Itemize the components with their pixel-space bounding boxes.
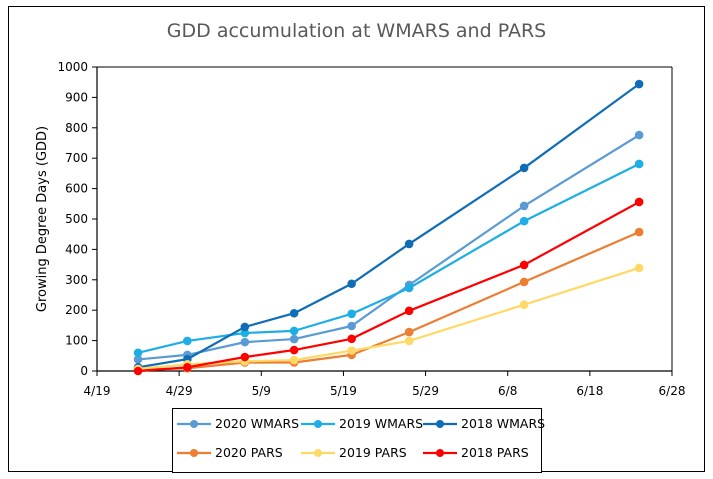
x-tick-label: 4/19 (84, 384, 111, 398)
data-point (347, 334, 356, 344)
y-tick-label: 800 (65, 121, 88, 135)
y-tick-label: 400 (65, 242, 88, 256)
series-2018-pars (133, 197, 644, 376)
legend-marker-icon (423, 419, 457, 428)
legend-item: 2018 WMARS (423, 416, 545, 431)
data-point (289, 326, 299, 336)
x-tick-label: 6/8 (498, 384, 517, 398)
data-point (347, 321, 356, 331)
axes: 0 100 200 300 400 500 600 700 800 900 1000 4/19 4/29… (57, 60, 685, 398)
data-point (404, 336, 414, 346)
y-tick-label: 1000 (57, 60, 88, 74)
data-point (289, 345, 299, 355)
series-2019-pars (133, 263, 644, 374)
series-line (137, 134, 640, 361)
data-point (634, 130, 644, 140)
series-2020-wmars (133, 130, 644, 364)
data-point (404, 306, 414, 316)
data-point (519, 216, 529, 226)
legend-label: 2018 PARS (461, 445, 529, 460)
legend-label: 2020 PARS (215, 445, 283, 460)
series-line (138, 231, 640, 371)
data-point (519, 163, 529, 173)
data-point (634, 263, 644, 273)
legend-marker-icon (301, 419, 335, 428)
legend-marker-icon (423, 448, 457, 457)
data-point (404, 327, 414, 337)
series-line (137, 201, 640, 373)
legend-dot (314, 419, 322, 428)
y-tick-label: 500 (65, 212, 88, 226)
data-point (634, 159, 644, 169)
data-point (404, 239, 414, 249)
legend-marker-icon (301, 448, 335, 457)
legend-label: 2018 WMARS (461, 416, 546, 431)
data-point (404, 283, 414, 293)
legend-label: 2019 PARS (339, 445, 407, 460)
legend-item: 2018 PARS (423, 445, 529, 460)
series-layer (133, 79, 644, 376)
x-tick-label: 6/28 (659, 384, 686, 398)
data-point (347, 309, 356, 319)
data-point (183, 363, 192, 372)
data-point (183, 336, 192, 346)
data-point (347, 279, 356, 289)
legend-dot (436, 448, 444, 457)
legend-marker-icon (177, 419, 211, 428)
data-point (133, 366, 143, 376)
series-line (137, 266, 640, 370)
legend-dot (190, 419, 198, 428)
legend-label: 2020 WMARS (215, 416, 300, 431)
x-tick-label: 4/29 (166, 384, 193, 398)
legend-item: 2019 PARS (301, 445, 407, 460)
legend-label: 2019 WMARS (339, 416, 424, 431)
legend-item: 2020 PARS (177, 445, 283, 460)
data-point (634, 197, 644, 207)
y-tick-label: 900 (65, 90, 88, 104)
series-line (137, 162, 640, 354)
series-2019-wmars (133, 159, 644, 358)
y-tick-label: 300 (65, 273, 88, 287)
legend-dot (314, 448, 322, 457)
data-point (240, 322, 250, 332)
data-point (133, 348, 143, 358)
y-tick-label: 200 (65, 303, 88, 317)
data-point (519, 300, 529, 310)
y-axis-title: Growing Degree Days (GDD) (35, 126, 50, 312)
data-point (634, 79, 644, 89)
data-point (240, 328, 250, 338)
data-point (289, 308, 299, 318)
x-tick-label: 5/29 (412, 384, 439, 398)
legend-dot (190, 448, 198, 457)
y-tick-label: 600 (65, 182, 88, 196)
data-point (289, 334, 299, 344)
legend: 2020 WMARS 2019 WMARS 2018 WMARS 2020 PARS 2… (172, 408, 545, 473)
data-point (519, 277, 529, 287)
series-2018-wmars (133, 79, 644, 372)
data-point (519, 201, 529, 211)
x-tick-label: 5/9 (252, 384, 271, 398)
y-tick-label: 0 (80, 364, 88, 378)
data-point (240, 337, 250, 347)
cropped-caption-text (0, 474, 713, 479)
data-point (347, 346, 356, 355)
legend-item: 2020 WMARS (177, 416, 299, 431)
chart-frame (8, 6, 705, 472)
data-point (133, 355, 143, 364)
legend-dot (436, 419, 444, 428)
legend-item: 2019 WMARS (301, 416, 423, 431)
data-point (289, 355, 299, 365)
x-tick-label: 5/19 (330, 384, 357, 398)
y-tick-label: 700 (65, 151, 88, 165)
data-point (634, 227, 644, 237)
data-point (519, 260, 529, 270)
x-tick-label: 6/18 (576, 384, 603, 398)
series-line (137, 83, 640, 369)
y-tick-label: 100 (65, 334, 88, 348)
legend-marker-icon (177, 448, 211, 457)
chart-title: GDD accumulation at WMARS and PARS (166, 20, 547, 42)
data-point (240, 352, 250, 362)
